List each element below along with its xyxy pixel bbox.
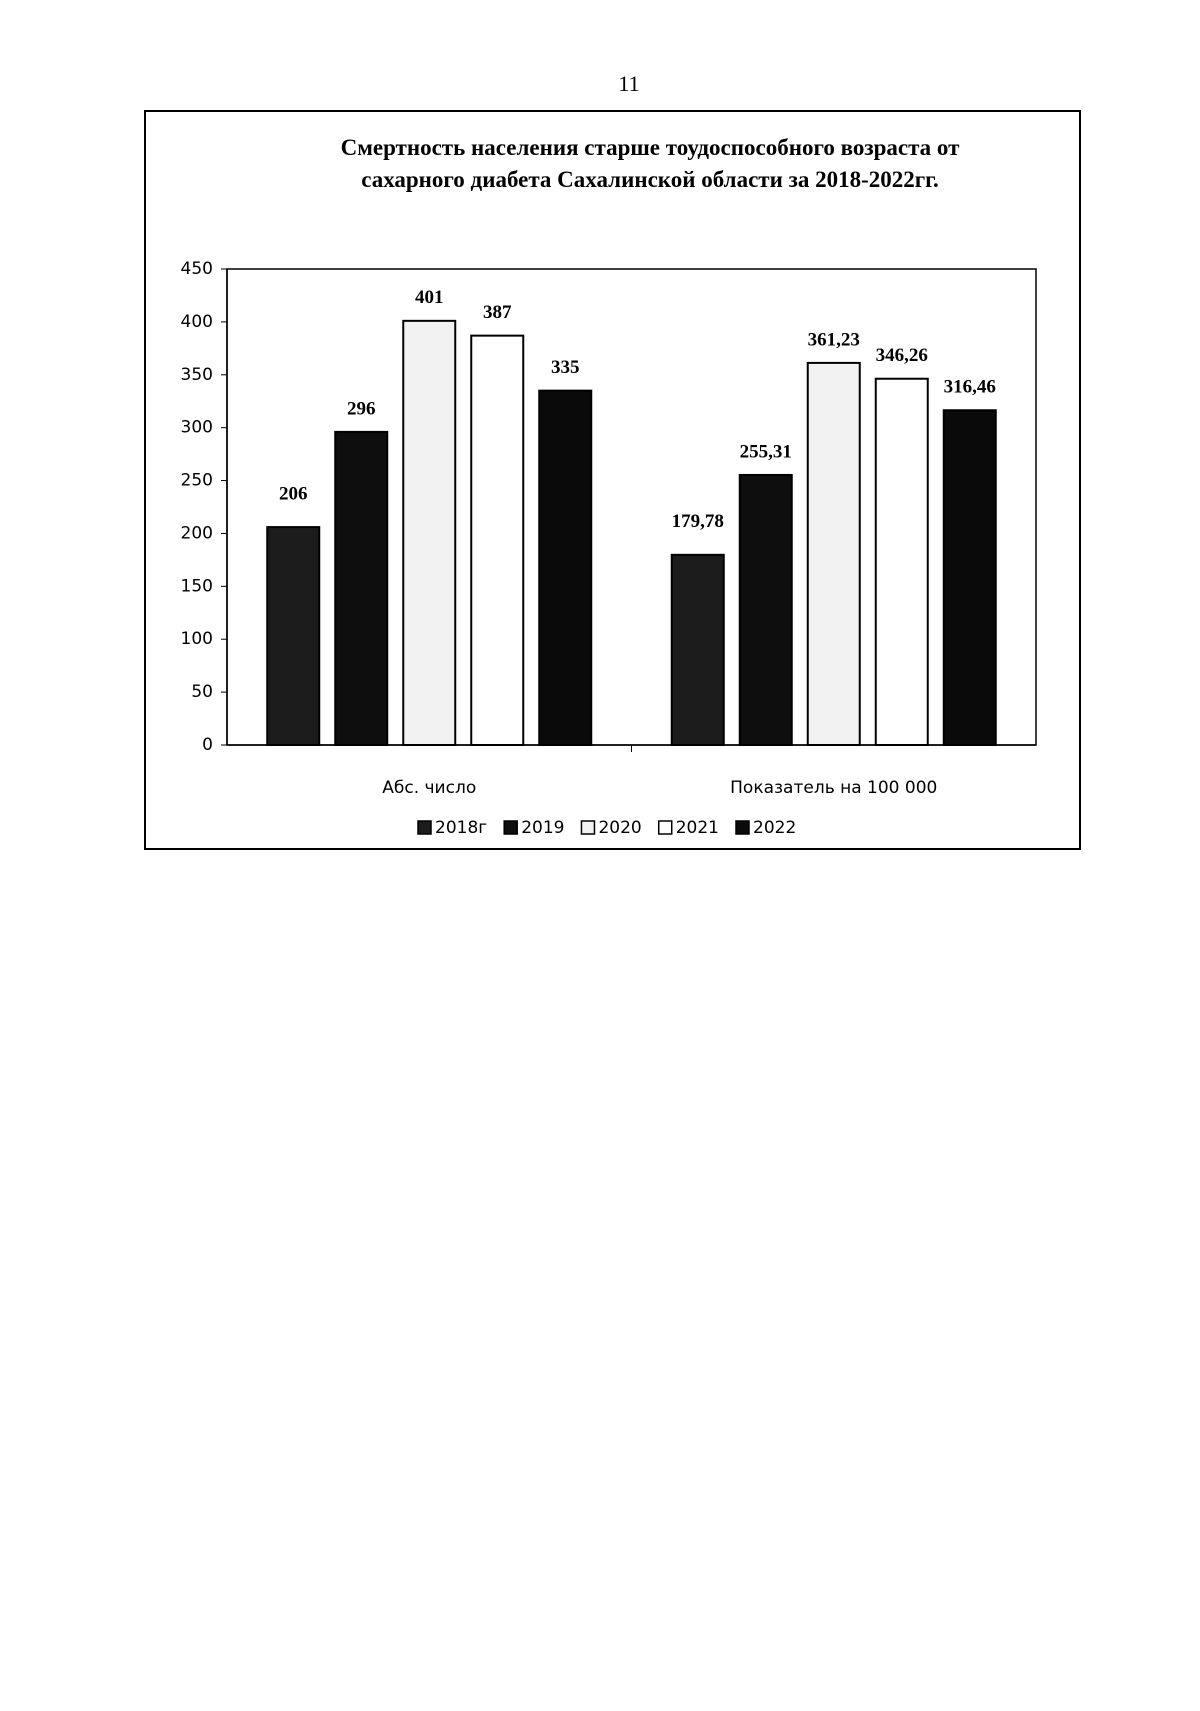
value-label: 346,26 — [876, 345, 928, 366]
bar — [538, 389, 593, 746]
legend-label: 2022 — [753, 818, 796, 838]
value-label: 296 — [347, 398, 376, 419]
legend-swatch — [580, 820, 596, 835]
value-label: 401 — [415, 287, 444, 308]
value-label: 255,31 — [740, 441, 792, 462]
y-tick-label: 400 — [181, 312, 213, 332]
x-tick-label: Показатель на 100 000 — [730, 778, 937, 798]
y-tick-label: 0 — [202, 735, 213, 755]
legend-label: 2021 — [676, 818, 719, 838]
x-tick-label: Абс. число — [382, 778, 476, 798]
legend-label: 2019 — [521, 818, 564, 838]
y-tick-label: 250 — [181, 471, 213, 491]
value-label: 335 — [551, 357, 580, 378]
chart-title: Смертность населения старше тоудоспособн… — [341, 135, 961, 192]
bar — [806, 361, 861, 746]
bar — [942, 409, 997, 746]
y-tick-label: 200 — [181, 523, 213, 543]
y-tick-label: 100 — [181, 629, 213, 649]
y-tick-label: 350 — [181, 365, 213, 385]
y-tick-label: 150 — [181, 576, 213, 596]
y-tick-label: 300 — [181, 418, 213, 438]
bar — [470, 334, 525, 746]
bar — [334, 430, 389, 746]
bar — [874, 377, 929, 746]
legend-label: 2020 — [598, 818, 641, 838]
value-label: 361,23 — [808, 329, 860, 350]
value-label: 387 — [483, 302, 512, 323]
value-label: 316,46 — [944, 377, 996, 398]
value-label: 179,78 — [672, 511, 724, 532]
bar — [402, 319, 457, 746]
legend-swatch — [503, 820, 518, 835]
y-tick-label: 450 — [181, 259, 213, 279]
chart-frame — [144, 110, 1081, 850]
bar — [738, 473, 793, 746]
y-tick-label: 50 — [191, 682, 213, 702]
bar — [670, 553, 725, 746]
bar — [266, 526, 321, 746]
legend-swatch — [735, 820, 750, 835]
value-label: 206 — [279, 483, 308, 504]
page-number: 11 — [618, 71, 639, 96]
legend-swatch — [657, 820, 673, 835]
legend-swatch — [417, 820, 432, 835]
legend-label: 2018г — [435, 818, 487, 838]
